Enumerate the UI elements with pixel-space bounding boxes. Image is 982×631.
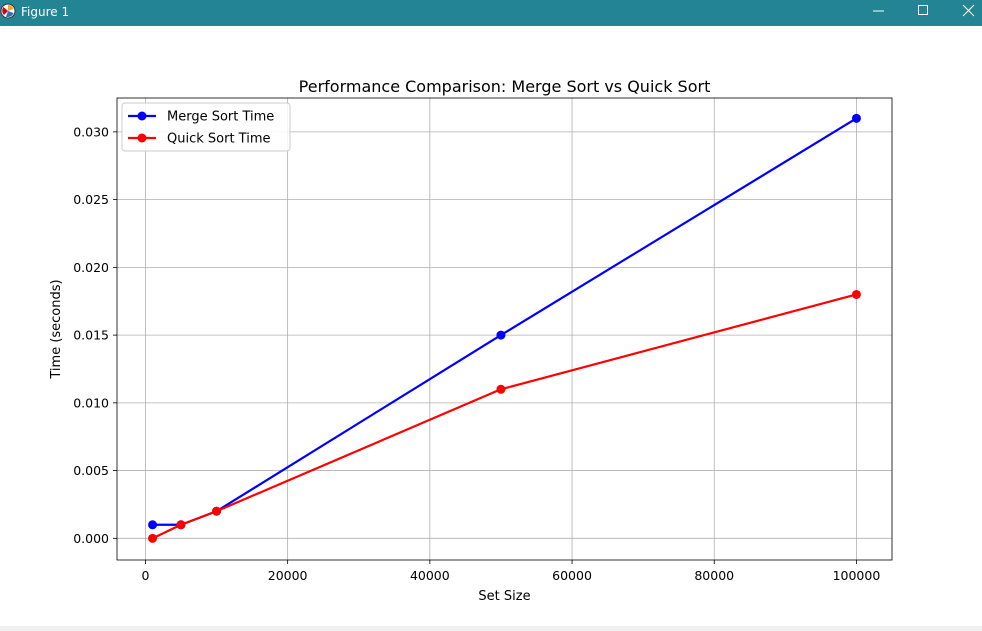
- y-tick-label: 0.000: [73, 531, 109, 546]
- y-tick-label: 0.010: [73, 395, 109, 410]
- x-tick-label: 80000: [694, 568, 734, 583]
- close-button[interactable]: [945, 0, 982, 26]
- legend-label-1: Quick Sort Time: [167, 132, 271, 147]
- legend: Merge Sort Time Quick Sort Time: [121, 102, 291, 152]
- legend-marker-0: [137, 111, 147, 121]
- series-line-1: [152, 293, 857, 540]
- x-tick-label: 100000: [833, 568, 881, 583]
- minimize-button[interactable]: [855, 0, 901, 26]
- y-tick-label: 0.020: [73, 260, 109, 275]
- y-tick-label: 0.025: [73, 192, 109, 207]
- maximize-button[interactable]: [900, 0, 946, 26]
- line-chart: 0 20000 40000 60000 80000 100000 0.000 0.005 0.0…: [49, 77, 893, 604]
- y-axis-label: Time (seconds): [49, 279, 64, 379]
- figure-canvas: 0 20000 40000 60000 80000 100000 0.000 0.005 0.0…: [0, 26, 982, 626]
- x-axis-label: Set Size: [478, 589, 530, 604]
- series-1-point: [212, 506, 222, 516]
- x-tick-label: 0: [141, 568, 149, 583]
- series-0-point: [851, 113, 861, 123]
- status-bar: [0, 626, 982, 631]
- title-bar[interactable]: Figure 1: [0, 0, 982, 26]
- series-1-point: [176, 520, 186, 530]
- window-title: Figure 1: [21, 5, 70, 19]
- minimize-icon: [873, 10, 884, 12]
- y-tick-label: 0.005: [73, 463, 109, 478]
- series-1-point: [851, 289, 861, 299]
- x-tick-label: 60000: [552, 568, 592, 583]
- ticks: 0 20000 40000 60000 80000 100000 0.000 0.005 0.0…: [73, 124, 880, 583]
- series-0-point: [148, 520, 158, 530]
- axes-frame: [116, 97, 893, 561]
- series-0-point: [496, 330, 506, 340]
- matplotlib-figure-icon: [0, 2, 18, 20]
- series-1-point: [496, 384, 506, 394]
- legend-box: [121, 102, 291, 152]
- y-tick-label: 0.030: [73, 124, 109, 139]
- series-1-point: [148, 533, 158, 543]
- maximize-icon: [918, 5, 928, 15]
- y-tick-label: 0.015: [73, 328, 109, 343]
- legend-label-0: Merge Sort Time: [167, 110, 274, 125]
- series-layer: [148, 113, 861, 543]
- close-icon: [962, 4, 975, 17]
- chart-title: Performance Comparison: Merge Sort vs Qu…: [299, 77, 711, 96]
- x-tick-label: 40000: [410, 568, 450, 583]
- x-tick-label: 20000: [268, 568, 308, 583]
- legend-marker-1: [137, 133, 147, 143]
